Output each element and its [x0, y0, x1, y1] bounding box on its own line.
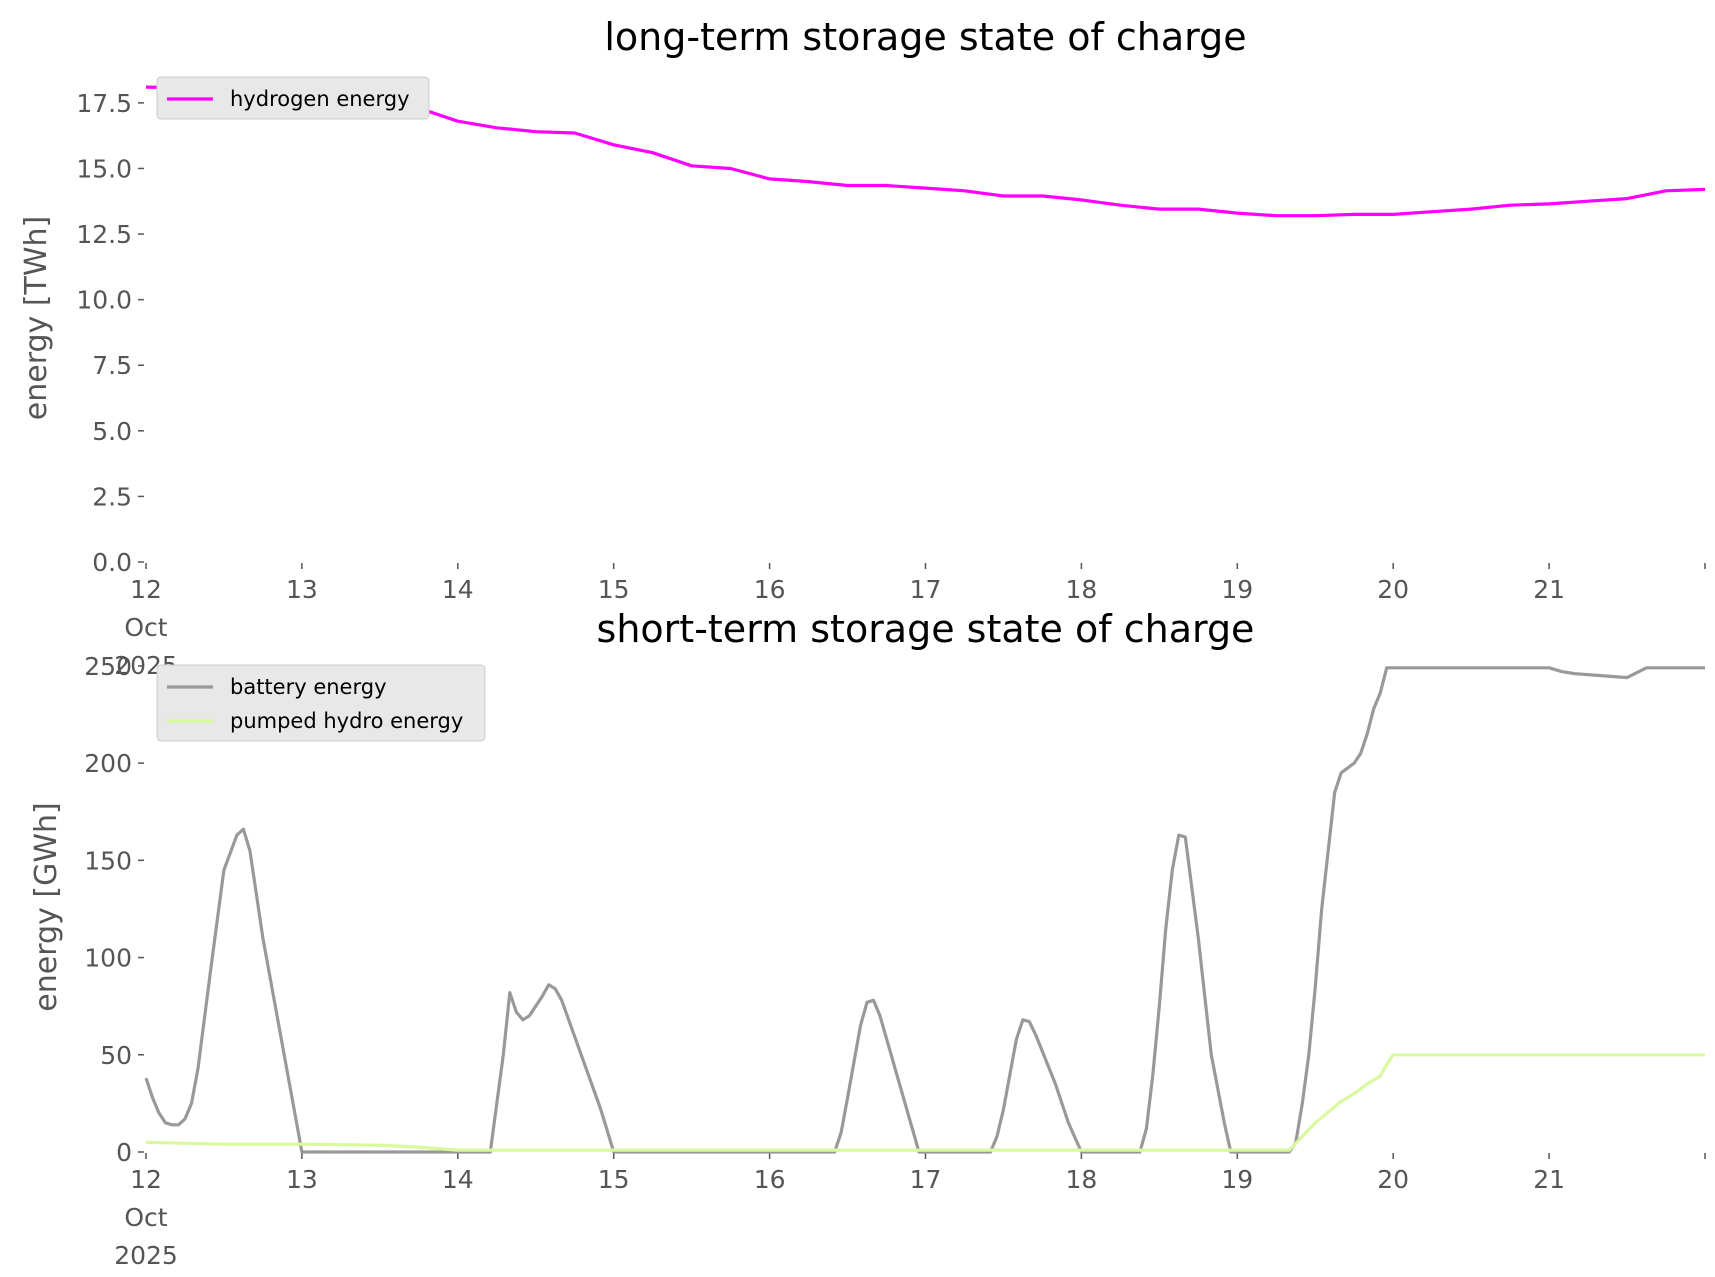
y-tick-label: 15.0 — [76, 154, 132, 183]
y-tick-label: 5.0 — [92, 417, 132, 446]
x-tick-label: 21 — [1533, 575, 1565, 604]
y-axis-label: energy [TWh] — [19, 216, 54, 420]
x-tick-label: 13 — [286, 1165, 318, 1194]
chart-title: short-term storage state of charge — [597, 607, 1255, 651]
y-tick-label: 2.5 — [92, 482, 132, 511]
series-line-battery-energy — [144, 666, 1705, 1154]
chart-1: long-term storage state of charge energy … — [19, 15, 1706, 680]
x-tick-label: 19 — [1221, 1165, 1253, 1194]
x-tick-label: 14 — [442, 575, 474, 604]
x-tick-label: 14 — [442, 1165, 474, 1194]
x-tick-label: Oct — [124, 1203, 167, 1232]
y-axis-label: energy [GWh] — [29, 802, 64, 1011]
x-tick-label: 15 — [598, 1165, 630, 1194]
x-tick-label: 12 — [130, 575, 162, 604]
y-tick-label: 0.0 — [92, 548, 132, 577]
x-tick-label: 19 — [1221, 575, 1253, 604]
series-line-hydrogen-energy — [145, 85, 1706, 218]
y-tick-label: 100 — [84, 944, 132, 973]
x-tick-label: 20 — [1377, 575, 1409, 604]
x-tick-label: 15 — [598, 575, 630, 604]
x-tick-label: 2025 — [114, 1241, 178, 1270]
legend-entry: hydrogen energy — [230, 87, 410, 111]
legend: battery energy pumped hydro energy — [156, 664, 486, 742]
y-tick-label: 250 — [84, 652, 132, 681]
x-tick-label: 18 — [1065, 1165, 1097, 1194]
legend-entry: pumped hydro energy — [230, 709, 463, 733]
y-tick-label: 200 — [84, 749, 132, 778]
legend: hydrogen energy — [156, 76, 430, 120]
legend-box — [156, 664, 486, 742]
y-tick-label: 50 — [100, 1041, 132, 1070]
x-tick-label: 16 — [754, 575, 786, 604]
chart-2: short-term storage state of charge energy… — [29, 607, 1706, 1270]
x-tick-label: 21 — [1533, 1165, 1565, 1194]
y-tick-label: 150 — [84, 846, 132, 875]
x-tick-label: 17 — [910, 575, 942, 604]
x-tick-label: 16 — [754, 1165, 786, 1194]
y-tick-label: 0 — [116, 1138, 132, 1167]
y-tick-label: 17.5 — [76, 89, 132, 118]
x-tick-label: 20 — [1377, 1165, 1409, 1194]
x-tick-label: 17 — [910, 1165, 942, 1194]
series-line-pumped-hydro-energy — [145, 1053, 1705, 1152]
x-tick-label: Oct — [124, 613, 167, 642]
legend-entry: battery energy — [230, 675, 387, 699]
y-tick-label: 10.0 — [76, 286, 132, 315]
legend-box — [156, 76, 430, 120]
x-tick-label: 13 — [286, 575, 318, 604]
x-tick-label: 18 — [1065, 575, 1097, 604]
x-tick-label: 12 — [130, 1165, 162, 1194]
chart-title: long-term storage state of charge — [604, 15, 1246, 59]
y-tick-label: 7.5 — [92, 351, 132, 380]
y-tick-label: 12.5 — [76, 220, 132, 249]
